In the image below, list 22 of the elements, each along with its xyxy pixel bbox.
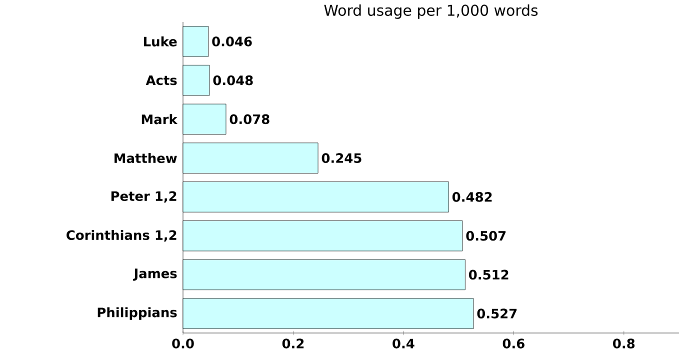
y-tick-label: Corinthians 1,2 bbox=[66, 230, 176, 242]
data-label: 0.046 bbox=[212, 36, 252, 46]
y-tick-label: Peter 1,2 bbox=[111, 191, 176, 203]
x-tick-label: 0.8 bbox=[613, 338, 635, 348]
data-label: 0.507 bbox=[466, 230, 506, 241]
y-tick-label: James bbox=[133, 268, 177, 281]
data-label: 0.078 bbox=[230, 114, 270, 124]
x-tick-label: 0.2 bbox=[282, 338, 304, 348]
data-label: 0.527 bbox=[477, 308, 517, 318]
x-tick-label: 0.4 bbox=[392, 338, 414, 348]
y-tick-label: Acts bbox=[146, 76, 177, 86]
x-tick-label: 0.0 bbox=[172, 338, 194, 348]
data-label: 0.048 bbox=[213, 75, 253, 86]
data-label: 0.482 bbox=[452, 192, 492, 202]
chart-title: Word usage per 1,000 words bbox=[324, 4, 538, 19]
y-tick-label: Matthew bbox=[114, 153, 177, 164]
x-tick-label: 0.6 bbox=[502, 338, 524, 348]
data-label: 0.512 bbox=[468, 270, 508, 280]
y-tick-label: Luke bbox=[144, 36, 177, 46]
y-tick-label: Mark bbox=[142, 114, 178, 124]
data-label: 0.245 bbox=[322, 153, 362, 163]
y-tick-label: Philippians bbox=[98, 307, 177, 320]
